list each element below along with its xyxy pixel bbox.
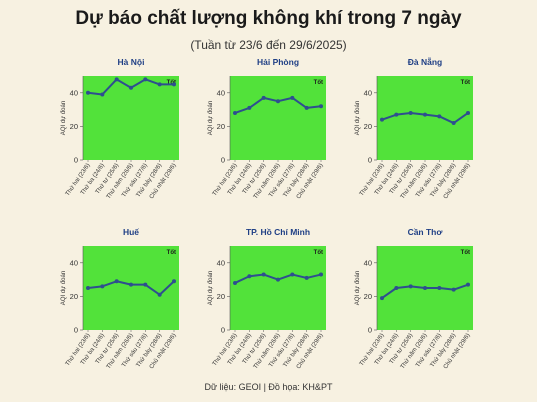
data-point (157, 292, 162, 297)
y-tick-label: 20 (217, 122, 225, 131)
data-point (408, 284, 413, 289)
y-tick-label: 20 (70, 292, 78, 301)
source-credit: Dữ liệu: GEOI | Đồ họa: KH&PT (204, 382, 333, 392)
data-point (276, 277, 280, 282)
data-point (247, 274, 252, 279)
y-tick-label: 20 (70, 122, 78, 131)
panel-title: Cần Thơ (408, 227, 444, 237)
data-point (172, 279, 176, 284)
y-tick-label: 40 (70, 88, 78, 97)
chart-panel: Đà Nẵng Tốt 0 20 40 AQI dự đoán Thứ hai (23/6)… (349, 52, 486, 227)
y-tick-label: 40 (364, 258, 372, 267)
chart-panel: Hà Nội Tốt 0 20 40 AQI dự đoán Thứ hai (23/6) T… (55, 52, 192, 227)
chart-panel: TP. Hồ Chí Minh Tốt 0 20 40 AQI dự đoán Thứ ha… (202, 222, 339, 397)
data-point (423, 112, 427, 117)
y-tick-label: 0 (74, 156, 78, 165)
data-point (319, 272, 323, 277)
chart-panel: Hải Phòng Tốt 0 20 40 AQI dự đoán Thứ hai (23/… (202, 52, 339, 227)
data-point (143, 77, 148, 82)
panel-title: Huế (123, 227, 139, 237)
y-tick-label: 20 (364, 292, 372, 301)
data-point (261, 95, 266, 100)
good-zone-area (83, 246, 179, 330)
data-point (451, 287, 456, 292)
chart-panel: Cần Thơ Tốt 0 20 40 AQI dự đoán Thứ hai (23/6)… (349, 222, 486, 397)
data-point (394, 286, 399, 290)
data-point (100, 284, 105, 289)
data-point (100, 92, 105, 97)
data-point (114, 279, 119, 284)
data-point (114, 77, 119, 82)
data-point (304, 105, 309, 110)
y-axis-label: AQI dự đoán (355, 271, 361, 305)
data-point (380, 296, 384, 301)
data-point (466, 110, 470, 115)
y-tick-label: 0 (368, 326, 372, 335)
data-point (129, 85, 133, 90)
data-point (290, 95, 295, 100)
data-point (423, 286, 427, 290)
data-point (319, 104, 323, 109)
data-point (233, 110, 237, 115)
panel-title: Đà Nẵng (408, 56, 442, 67)
zone-label: Tốt (461, 249, 470, 256)
data-point (394, 112, 399, 117)
y-tick-label: 40 (217, 258, 225, 267)
zone-label: Tốt (461, 79, 470, 86)
data-point (437, 114, 442, 119)
panel-title: Hải Phòng (257, 57, 299, 67)
zone-label: Tốt (314, 79, 323, 86)
data-point (290, 272, 295, 277)
zone-label: Tốt (167, 79, 176, 86)
data-point (157, 82, 162, 87)
data-point (143, 282, 148, 287)
panel-title: Hà Nội (118, 57, 145, 67)
y-axis-label: AQI dự đoán (208, 101, 214, 135)
y-axis-label: AQI dự đoán (61, 101, 67, 135)
chart-title: Dự báo chất lượng không khí trong 7 ngày (75, 8, 462, 29)
y-tick-label: 40 (70, 258, 78, 267)
data-point (129, 282, 133, 287)
y-axis-label: AQI dự đoán (208, 271, 214, 305)
good-zone-area (230, 76, 326, 160)
y-tick-label: 0 (74, 326, 78, 335)
data-point (276, 99, 280, 104)
y-axis-label: AQI dự đoán (61, 271, 67, 305)
data-point (233, 280, 237, 285)
y-tick-label: 0 (368, 156, 372, 165)
y-tick-label: 0 (221, 156, 225, 165)
zone-label: Tốt (167, 249, 176, 256)
y-axis-label: AQI dự đoán (355, 101, 361, 135)
chart-panel: Huế Tốt 0 20 40 AQI dự đoán Thứ hai (23/6) Thứ … (55, 222, 192, 397)
data-point (304, 275, 309, 280)
y-tick-label: 20 (217, 292, 225, 301)
data-point (261, 272, 266, 277)
y-tick-label: 40 (364, 88, 372, 97)
panel-title: TP. Hồ Chí Minh (246, 227, 310, 237)
chart-subtitle: (Tuần từ 23/6 đến 29/6/2025) (190, 38, 347, 52)
good-zone-area (230, 246, 326, 330)
data-point (466, 282, 470, 287)
data-point (247, 105, 252, 110)
y-tick-label: 0 (221, 326, 225, 335)
data-point (86, 286, 90, 290)
good-zone-area (377, 76, 473, 160)
data-point (437, 286, 442, 290)
data-point (380, 117, 384, 122)
data-point (451, 121, 456, 126)
y-tick-label: 20 (364, 122, 372, 131)
data-point (86, 90, 90, 95)
data-point (172, 82, 176, 87)
good-zone-area (83, 76, 179, 160)
zone-label: Tốt (314, 249, 323, 256)
y-tick-label: 40 (217, 88, 225, 97)
data-point (408, 110, 413, 115)
